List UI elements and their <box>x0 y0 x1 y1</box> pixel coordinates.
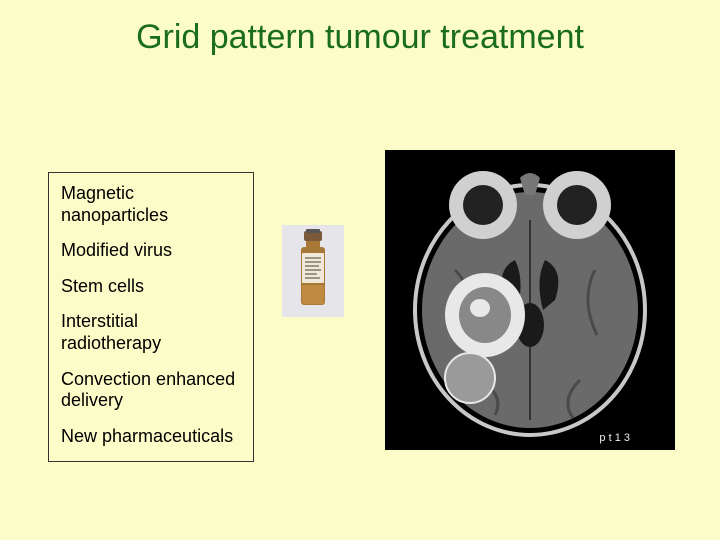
treatment-list-box: Magnetic nanoparticles Modified virus St… <box>48 172 254 462</box>
mri-caption: p t 1 3 <box>599 432 630 444</box>
list-item: New pharmaceuticals <box>61 426 241 448</box>
list-item: Magnetic nanoparticles <box>61 183 241 226</box>
slide: Grid pattern tumour treatment Magnetic n… <box>0 0 720 540</box>
mri-scan-image: p t 1 3 <box>385 150 675 450</box>
list-item: Stem cells <box>61 276 241 298</box>
vial-image <box>282 225 344 317</box>
slide-title: Grid pattern tumour treatment <box>0 18 720 57</box>
list-item: Convection enhanced delivery <box>61 369 241 412</box>
list-item: Modified virus <box>61 240 241 262</box>
list-item: Interstitial radiotherapy <box>61 311 241 354</box>
